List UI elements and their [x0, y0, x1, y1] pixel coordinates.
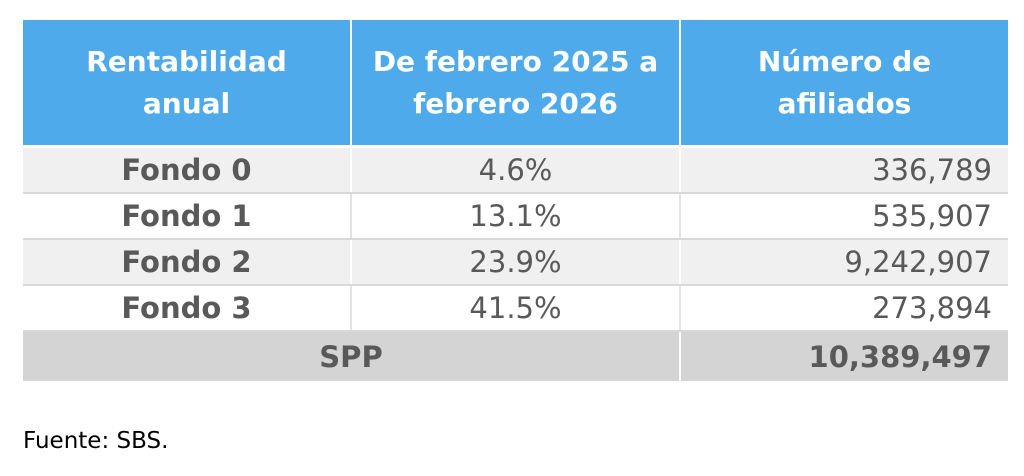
pension-fund-table: Rentabilidad anual De febrero 2025 a feb…	[23, 20, 1008, 381]
table-row: Fondo 2 23.9% 9,242,907	[23, 239, 1008, 286]
return-cell: 4.6%	[351, 146, 681, 194]
affiliates-cell: 9,242,907	[680, 239, 1008, 286]
affiliates-cell: 336,789	[680, 146, 1008, 194]
affiliates-cell: 273,894	[680, 285, 1008, 332]
affiliates-cell: 535,907	[680, 193, 1008, 240]
total-affiliates: 10,389,497	[680, 331, 1008, 381]
fund-name-cell: Fondo 0	[23, 146, 352, 194]
header-periodo: De febrero 2025 a febrero 2026	[351, 20, 681, 148]
return-cell: 41.5%	[351, 285, 681, 332]
source-note: Fuente: SBS.	[23, 428, 169, 454]
header-row: Rentabilidad anual De febrero 2025 a feb…	[23, 20, 1008, 148]
table-row: Fondo 0 4.6% 336,789	[23, 146, 1008, 194]
table-row: Fondo 1 13.1% 535,907	[23, 193, 1008, 240]
return-cell: 13.1%	[351, 193, 681, 240]
total-label: SPP	[23, 331, 681, 381]
header-rentabilidad: Rentabilidad anual	[23, 20, 352, 148]
fund-name-cell: Fondo 2	[23, 239, 352, 286]
header-afiliados: Número de afiliados	[680, 20, 1008, 148]
total-row: SPP 10,389,497	[23, 331, 1008, 381]
return-cell: 23.9%	[351, 239, 681, 286]
fund-name-cell: Fondo 3	[23, 285, 352, 332]
fund-name-cell: Fondo 1	[23, 193, 352, 240]
table-row: Fondo 3 41.5% 273,894	[23, 285, 1008, 332]
